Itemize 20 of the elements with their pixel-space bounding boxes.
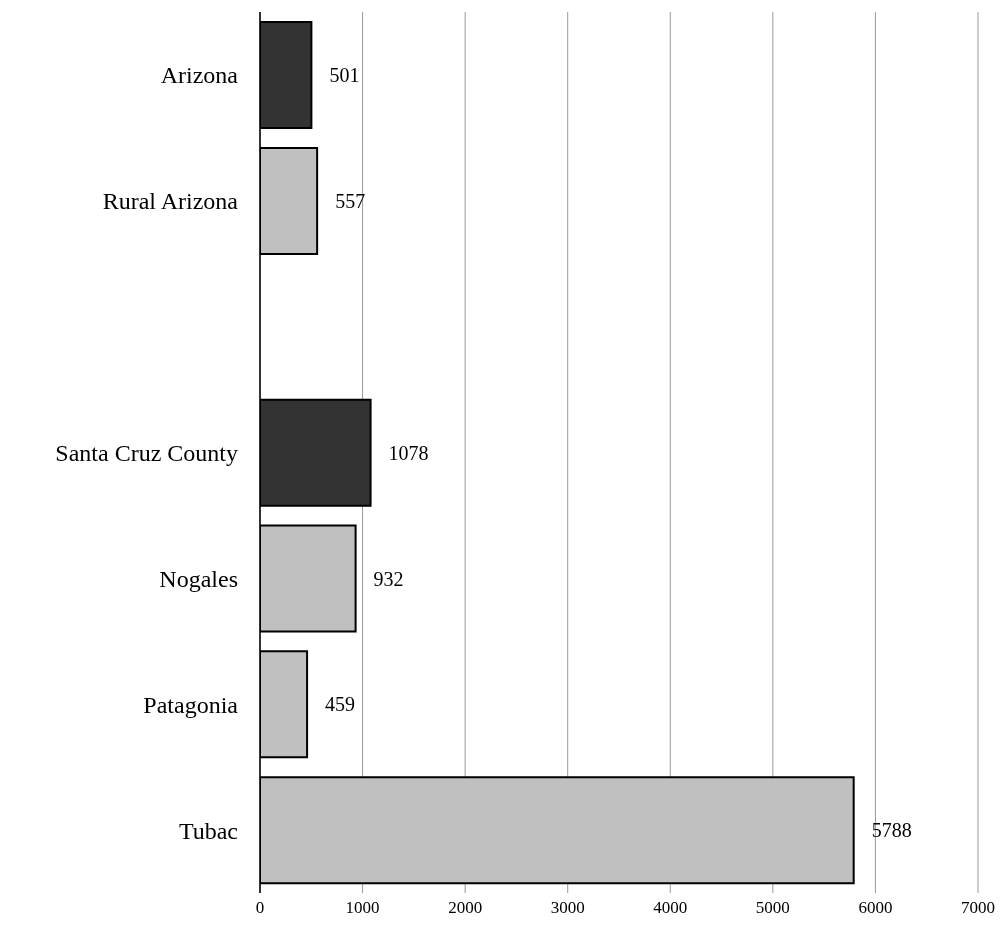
x-tick-label: 2000 [448,898,483,918]
x-tick-label: 1000 [345,898,380,918]
data-label: 5788 [871,819,912,842]
y-tick-label: Nogales [159,565,238,592]
y-tick-label: Rural Arizona [102,188,239,215]
y-tick-label: Santa Cruz County [55,440,238,467]
y-tick-label: Patagonia [143,691,239,718]
y-tick-label: Arizona [160,62,239,89]
data-label: 459 [325,693,356,716]
data-label: 1078 [388,441,429,464]
y-tick-label: Tubac [178,817,238,844]
x-tick-label: 7000 [961,898,995,918]
x-tick-label: 6000 [858,898,893,918]
data-label: 557 [335,190,366,213]
x-tick-label: 4000 [653,898,688,918]
x-tick-label: 3000 [550,898,585,918]
x-tick-label: 0 [255,898,265,918]
data-label: 501 [329,64,360,87]
x-tick-label: 5000 [755,898,790,918]
data-label: 932 [373,567,404,590]
